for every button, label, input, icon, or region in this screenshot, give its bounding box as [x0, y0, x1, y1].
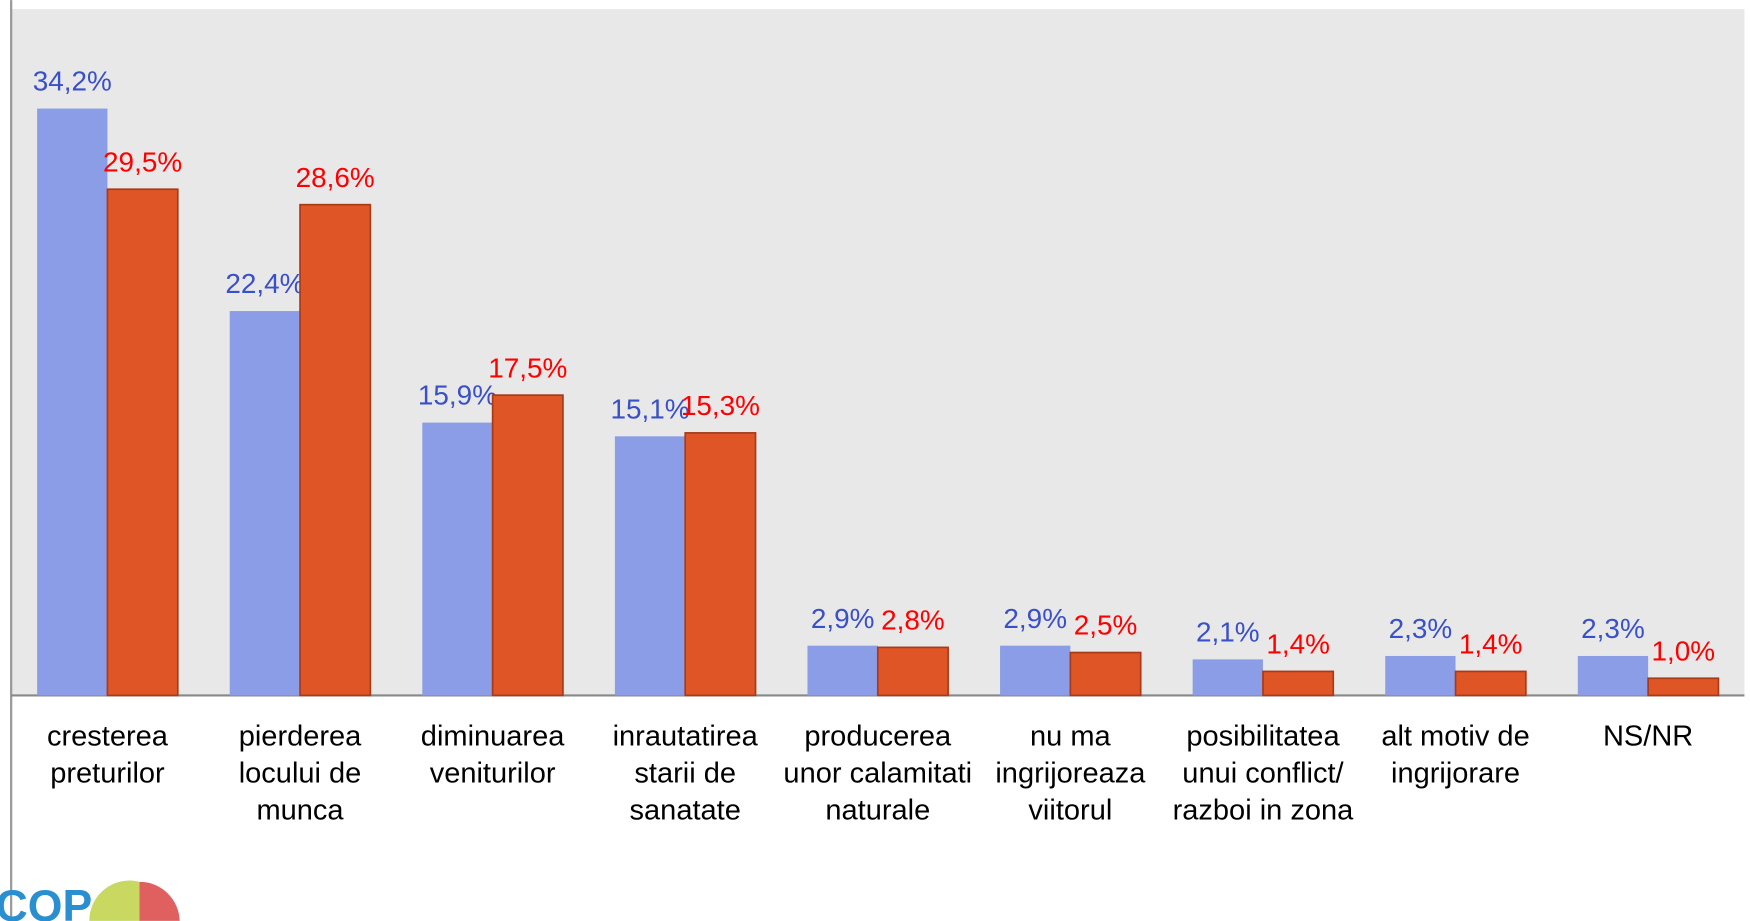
value-label: 2,3% — [1581, 613, 1645, 644]
value-label: 34,2% — [33, 66, 112, 97]
value-label: 17,5% — [488, 352, 567, 383]
value-label: 2,3% — [1389, 613, 1453, 644]
bar — [614, 436, 686, 696]
bar — [299, 203, 372, 697]
value-label: 2,5% — [1074, 610, 1138, 641]
x-tick-label: nu ma ingrijoreaza viitorul — [995, 718, 1146, 827]
x-label-box: NS/NR — [1602, 718, 1694, 753]
bar — [1192, 659, 1263, 696]
bar — [1000, 645, 1071, 696]
value-label: 1,4% — [1459, 629, 1523, 660]
value-label: 29,5% — [103, 146, 182, 177]
value-label: 1,0% — [1651, 635, 1715, 666]
bar — [491, 394, 564, 697]
bar — [807, 645, 878, 696]
value-label: 2,9% — [1003, 603, 1067, 634]
x-label-box: nu ma ingrijoreaza viitorul — [995, 718, 1146, 827]
x-label-box: alt motiv de ingrijorare — [1381, 718, 1530, 790]
value-label: 22,4% — [225, 268, 304, 299]
x-label-box: pierderea locului de munca — [238, 718, 362, 827]
value-label: 2,9% — [811, 603, 875, 634]
bar — [684, 432, 757, 697]
x-tick-label: NS/NR — [1602, 718, 1694, 753]
x-label-box: posibilitatea unui conflict/ razboi in z… — [1172, 718, 1354, 827]
bar — [1262, 670, 1335, 697]
bar — [1647, 677, 1720, 697]
x-tick-label: pierderea locului de munca — [238, 718, 362, 827]
value-label: 2,8% — [881, 605, 945, 636]
x-label-box: inrautatirea starii de sanatate — [612, 718, 758, 827]
bar — [1069, 651, 1142, 697]
x-label-box: cresterea preturilor — [46, 718, 168, 790]
bar — [1577, 655, 1649, 696]
value-label: 15,9% — [418, 380, 497, 411]
value-label: 1,4% — [1266, 629, 1330, 660]
value-label: 15,3% — [681, 390, 760, 421]
svg-text:COP: COP — [0, 882, 92, 921]
x-label-box: producerea unor calamitati naturale — [783, 718, 973, 827]
value-label: 2,1% — [1196, 617, 1260, 648]
bar — [37, 108, 108, 696]
logo: COP — [0, 880, 180, 921]
x-tick-label: producerea unor calamitati naturale — [783, 718, 973, 827]
value-label: 28,6% — [296, 162, 375, 193]
bar — [229, 311, 301, 696]
x-tick-label: inrautatirea starii de sanatate — [612, 718, 758, 827]
x-label-box: diminuarea veniturilor — [420, 718, 565, 790]
bar — [1454, 670, 1527, 697]
x-tick-label: alt motiv de ingrijorare — [1381, 718, 1530, 790]
x-tick-label: cresterea preturilor — [46, 718, 168, 790]
x-tick-label: diminuarea veniturilor — [420, 718, 565, 790]
bar — [876, 646, 949, 697]
bar — [1385, 655, 1456, 696]
x-tick-label: posibilitatea unui conflict/ razboi in z… — [1172, 718, 1354, 827]
bar — [106, 188, 179, 697]
bar — [422, 422, 493, 696]
value-label: 15,1% — [611, 393, 690, 424]
